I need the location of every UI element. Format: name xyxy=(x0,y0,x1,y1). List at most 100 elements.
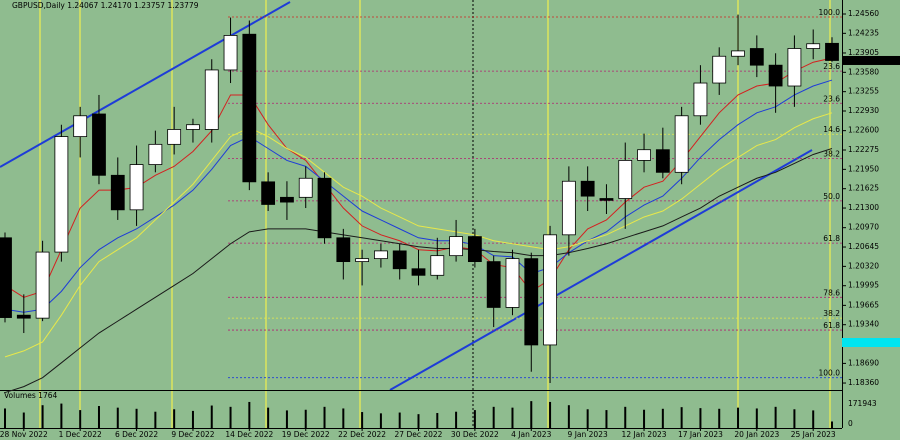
volume-bar xyxy=(774,406,777,428)
volume-bar xyxy=(229,406,232,428)
volume-bar xyxy=(248,401,251,428)
price-marker xyxy=(842,338,900,347)
fib-label: 61.8 xyxy=(823,234,840,243)
candle-body xyxy=(280,196,294,203)
y-tick-label: 1.23580 xyxy=(848,67,879,76)
volume-bar xyxy=(210,405,213,428)
x-tick-label: 22 Dec 2022 xyxy=(338,430,386,439)
y-tick-label: 1.22600 xyxy=(848,126,879,135)
volume-bar xyxy=(135,408,138,428)
volume-bar xyxy=(718,408,721,428)
x-tick-label: 9 Jan 2023 xyxy=(568,430,608,439)
volume-bar xyxy=(492,406,495,428)
candle-body xyxy=(35,251,50,319)
volume-bar xyxy=(680,407,683,428)
y-tick-label: 1.21950 xyxy=(848,164,879,173)
candle-body xyxy=(749,48,764,66)
volume-bar xyxy=(285,410,288,428)
volume-bar xyxy=(79,410,82,428)
x-tick-label: 4 Jan 2023 xyxy=(511,430,551,439)
volume-bar xyxy=(436,413,439,428)
y-tick-label: 1.20970 xyxy=(848,223,879,232)
volume-bar xyxy=(22,412,25,428)
x-tick-label: 6 Dec 2022 xyxy=(115,430,158,439)
candle-body xyxy=(637,149,651,161)
candle-body xyxy=(543,234,557,346)
fib-label: 23.6 xyxy=(823,62,840,71)
volume-bar xyxy=(605,410,608,428)
x-tick-label: 20 Jan 2023 xyxy=(734,430,779,439)
y-tick-label: 1.24560 xyxy=(848,9,879,18)
fib-label: 78.6 xyxy=(823,288,840,297)
candle-body xyxy=(580,180,595,197)
candle-body xyxy=(618,160,633,199)
x-tick-label: 27 Dec 2022 xyxy=(395,430,443,439)
candle-body xyxy=(355,258,370,263)
y-tick-label: 1.23905 xyxy=(848,48,879,57)
volume-bar xyxy=(812,410,815,428)
candle-body xyxy=(148,143,163,165)
volume-bar xyxy=(530,401,533,428)
volume-bar xyxy=(417,414,420,428)
y-tick-label: 1.22930 xyxy=(848,106,879,115)
candle-body xyxy=(467,236,482,263)
candle-body xyxy=(449,236,463,257)
candle-body xyxy=(768,64,783,87)
volume-bar xyxy=(831,421,833,428)
x-tick-label: 1 Dec 2022 xyxy=(59,430,102,439)
candle-body xyxy=(731,50,745,57)
volume-bar xyxy=(737,407,740,428)
candle-body xyxy=(486,261,501,308)
fib-label: 14.6 xyxy=(823,125,840,134)
candle-body xyxy=(317,177,332,239)
candle-body xyxy=(411,268,426,276)
candle-body xyxy=(54,136,69,253)
fib-label: 50.0 xyxy=(823,192,840,201)
x-tick-label: 28 Nov 2022 xyxy=(0,430,48,439)
moving-average xyxy=(4,112,833,358)
volume-bar xyxy=(304,409,307,428)
volume-bar xyxy=(361,412,364,428)
y-tick-label: 1.24235 xyxy=(848,28,879,37)
candle-body xyxy=(129,164,144,211)
candle-body xyxy=(712,55,727,84)
candle-body xyxy=(374,250,388,260)
fib-label: 100.0 xyxy=(819,8,841,17)
x-tick-label: 19 Dec 2022 xyxy=(282,430,330,439)
y-tick-label: 1.18690 xyxy=(848,358,879,367)
volume-bar xyxy=(549,401,552,428)
y-tick-label: 1.22275 xyxy=(848,145,879,154)
volume-bar xyxy=(4,408,6,428)
volume-bar xyxy=(60,403,63,428)
candle-body xyxy=(204,69,219,130)
volume-bar xyxy=(511,407,514,428)
current-price-box xyxy=(842,55,900,65)
moving-average xyxy=(4,79,833,313)
current-price-label: 1.23779 xyxy=(848,55,879,64)
y-tick-label: 1.21300 xyxy=(848,203,879,212)
candle-body xyxy=(806,43,821,49)
candle-body xyxy=(186,124,200,130)
volume-bar xyxy=(97,406,100,428)
y-tick-label: 1.19995 xyxy=(848,281,879,290)
x-tick-label: 14 Dec 2022 xyxy=(225,430,273,439)
candle-body xyxy=(261,181,276,205)
volume-bar xyxy=(116,407,119,428)
moving-average xyxy=(4,148,833,394)
volume-bar xyxy=(455,411,458,428)
volume-bar xyxy=(379,413,382,428)
volume-bar xyxy=(191,410,194,428)
candle-body xyxy=(242,33,257,183)
candle-body xyxy=(505,258,520,308)
candle-body xyxy=(392,250,407,270)
volume-bar xyxy=(342,408,345,428)
candle-body xyxy=(92,113,106,176)
chart-title: GBPUSD,Daily 1.24067 1.24170 1.23757 1.2… xyxy=(12,1,199,10)
candle-body xyxy=(16,314,31,319)
candle-body xyxy=(825,42,839,61)
volume-bar xyxy=(643,409,646,428)
volume-bar xyxy=(624,406,627,428)
candle-body xyxy=(298,177,313,198)
candle-body xyxy=(223,35,238,71)
